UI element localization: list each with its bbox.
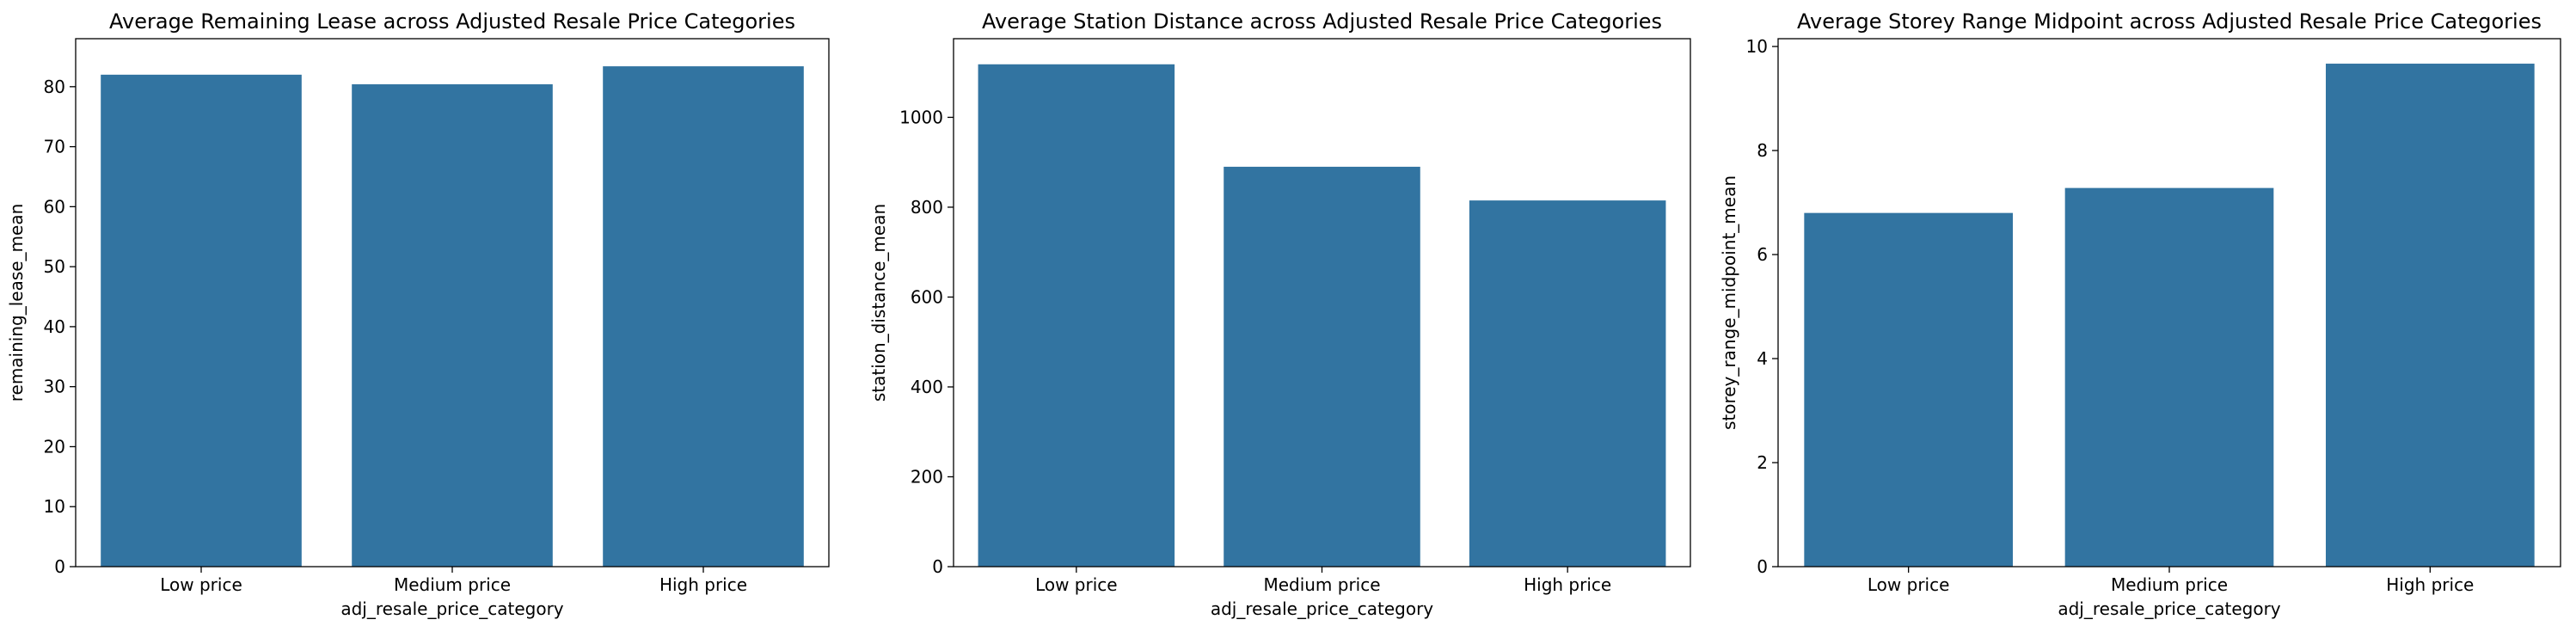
chart-title: Average Storey Range Midpoint across Adj… bbox=[1797, 9, 2542, 34]
y-tick-label: 50 bbox=[44, 256, 65, 277]
y-tick-label: 60 bbox=[44, 196, 65, 217]
y-tick-label: 1000 bbox=[899, 107, 943, 127]
y-tick-label: 400 bbox=[911, 377, 943, 397]
y-tick-label: 10 bbox=[44, 496, 65, 517]
y-tick-label: 40 bbox=[44, 316, 65, 337]
y-tick-label: 200 bbox=[911, 466, 943, 487]
x-tick-label: Low price bbox=[1035, 574, 1118, 595]
y-axis-label: remaining_lease_mean bbox=[6, 204, 27, 402]
x-tick-label: Low price bbox=[160, 574, 242, 595]
y-tick-label: 30 bbox=[44, 377, 65, 397]
y-tick-label: 70 bbox=[44, 137, 65, 157]
y-tick-label: 600 bbox=[911, 286, 943, 307]
bar-low-price bbox=[978, 64, 1175, 568]
x-tick-label: Medium price bbox=[2111, 574, 2228, 595]
x-axis-label: adj_resale_price_category bbox=[2058, 598, 2280, 619]
y-tick-label: 10 bbox=[1746, 36, 1768, 57]
bar-low-price bbox=[101, 74, 302, 567]
y-tick-label: 0 bbox=[932, 556, 943, 577]
y-tick-label: 20 bbox=[44, 436, 65, 457]
bar-high-price bbox=[1469, 200, 1666, 568]
bar-high-price bbox=[2326, 64, 2535, 568]
chart-title: Average Station Distance across Adjusted… bbox=[982, 9, 1662, 34]
chart-title: Average Remaining Lease across Adjusted … bbox=[109, 9, 795, 34]
y-tick-label: 6 bbox=[1757, 244, 1768, 265]
bar-medium-price bbox=[1224, 166, 1420, 567]
bar-medium-price bbox=[2064, 187, 2274, 567]
x-tick-label: Medium price bbox=[394, 574, 511, 595]
x-tick-label: High price bbox=[2386, 574, 2474, 595]
bar-medium-price bbox=[352, 84, 553, 567]
y-tick-label: 0 bbox=[1757, 556, 1768, 577]
y-tick-label: 8 bbox=[1757, 140, 1768, 161]
bar-low-price bbox=[1804, 212, 2013, 567]
y-tick-label: 0 bbox=[54, 556, 65, 577]
bar-high-price bbox=[603, 66, 804, 567]
x-axis-label: adj_resale_price_category bbox=[340, 598, 563, 619]
y-tick-label: 4 bbox=[1757, 348, 1768, 369]
x-tick-label: High price bbox=[659, 574, 747, 595]
x-tick-label: Medium price bbox=[1263, 574, 1380, 595]
y-axis-label: storey_range_midpoint_mean bbox=[1719, 175, 1739, 430]
x-tick-label: High price bbox=[1524, 574, 1611, 595]
y-tick-label: 800 bbox=[911, 197, 943, 218]
y-tick-label: 2 bbox=[1757, 452, 1768, 473]
chart-panel-station-distance: 0 200 400 600 800 1000 Low price Medium price Hi… bbox=[868, 9, 1691, 619]
x-tick-label: Low price bbox=[1868, 574, 1950, 595]
y-tick-label: 80 bbox=[44, 77, 65, 97]
y-axis-label: station_distance_mean bbox=[868, 204, 889, 402]
chart-panel-storey-midpoint: 0 2 4 6 8 10 Low price Medium price High price Av… bbox=[1719, 9, 2561, 619]
chart-panel-remaining-lease: 0 10 20 30 40 50 60 70 80 Low price Medium price Hi… bbox=[6, 9, 830, 619]
x-axis-label: adj_resale_price_category bbox=[1211, 598, 1433, 619]
